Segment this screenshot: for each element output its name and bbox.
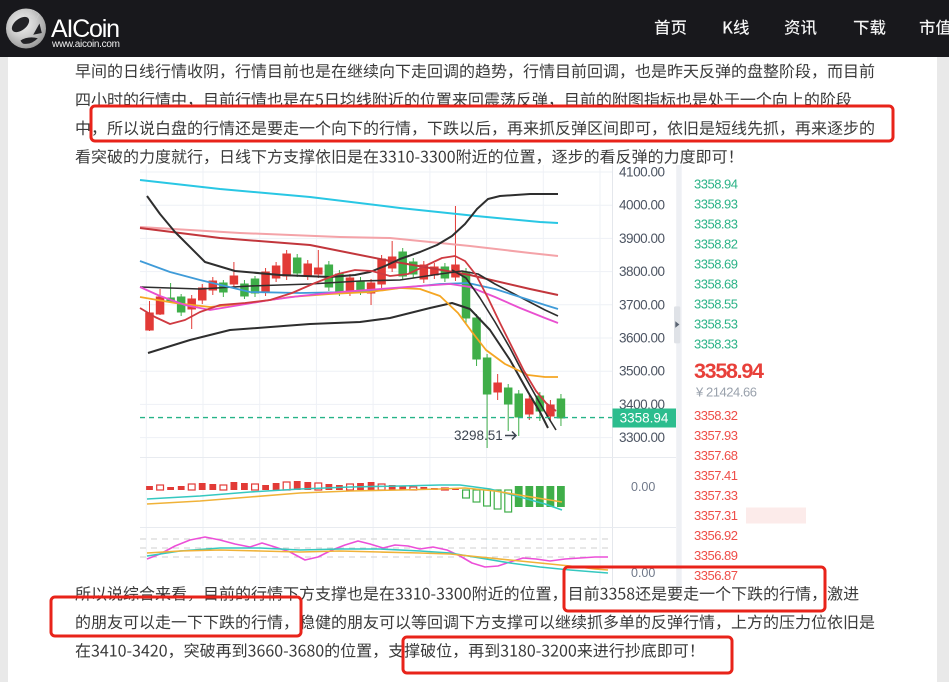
svg-text:3357.41: 3357.41	[694, 468, 738, 483]
svg-text:3800.00: 3800.00	[619, 264, 665, 279]
svg-text:3357.31: 3357.31	[694, 508, 738, 523]
svg-text:3358.94: 3358.94	[620, 411, 669, 426]
svg-text:3358.33: 3358.33	[694, 337, 738, 352]
svg-text:3357.33: 3357.33	[694, 488, 738, 503]
svg-text:0.00: 0.00	[631, 566, 655, 580]
svg-text:3500.00: 3500.00	[619, 364, 665, 379]
svg-text:www.aicoin.com: www.aicoin.com	[51, 39, 120, 50]
svg-text:3358.55: 3358.55	[694, 297, 738, 312]
svg-text:3358.82: 3358.82	[694, 237, 738, 252]
svg-text:3358.53: 3358.53	[694, 317, 738, 332]
svg-text:3358.32: 3358.32	[694, 408, 738, 423]
svg-text:4100.00: 4100.00	[619, 165, 665, 180]
svg-text:3300.00: 3300.00	[619, 430, 665, 445]
svg-text:3358.83: 3358.83	[694, 217, 738, 232]
svg-text:3700.00: 3700.00	[619, 297, 665, 312]
svg-text:3356.92: 3356.92	[694, 528, 738, 543]
svg-text:3358.93: 3358.93	[694, 197, 738, 212]
svg-text:3357.93: 3357.93	[694, 428, 738, 443]
svg-text:3400.00: 3400.00	[619, 397, 665, 412]
svg-text:3358.94: 3358.94	[694, 359, 764, 383]
svg-text:3600.00: 3600.00	[619, 331, 665, 346]
svg-text:3357.68: 3357.68	[694, 448, 738, 463]
svg-text:AICoin: AICoin	[51, 15, 120, 43]
svg-text:¥ 21424.66: ¥ 21424.66	[695, 385, 757, 400]
svg-text:3358.69: 3358.69	[694, 257, 738, 272]
svg-text:3358.94: 3358.94	[694, 177, 738, 192]
svg-text:3356.87: 3356.87	[694, 568, 738, 583]
svg-text:3298.51: 3298.51	[454, 428, 503, 443]
svg-text:3900.00: 3900.00	[619, 231, 665, 246]
svg-text:3358.68: 3358.68	[694, 277, 738, 292]
svg-text:0.00: 0.00	[631, 480, 655, 494]
svg-text:3356.89: 3356.89	[694, 548, 738, 563]
svg-text:4000.00: 4000.00	[619, 198, 665, 213]
